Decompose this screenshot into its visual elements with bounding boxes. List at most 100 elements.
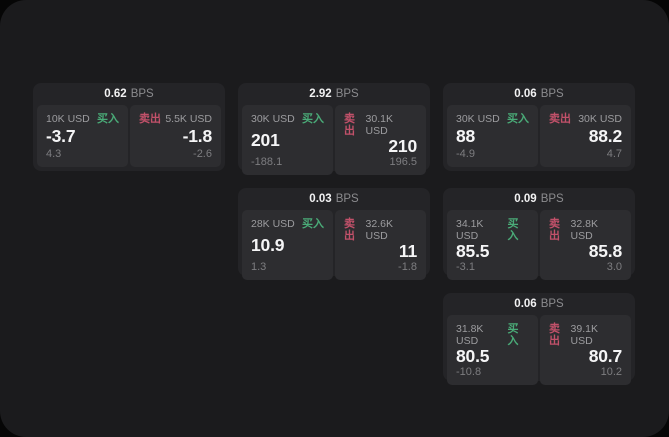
- sell-amount: 30K USD: [578, 113, 622, 125]
- sell-delta: 4.7: [606, 148, 622, 160]
- bps-unit-label: BPS: [130, 88, 154, 100]
- sell-panel-header: 卖出 30.1K USD: [344, 113, 417, 137]
- quote-card: 0.06 BPS 30K USD 买入 88 -4.9 卖出 30K USD: [443, 83, 635, 171]
- card-header: 0.62 BPS: [33, 83, 225, 105]
- sell-price: 88.2: [588, 126, 622, 146]
- sell-panel-header: 卖出 39.1K USD: [549, 323, 622, 347]
- sell-price: 85.8: [588, 241, 622, 261]
- sell-price: 80.7: [588, 346, 622, 366]
- sell-panel-header: 卖出 5.5K USD: [139, 113, 212, 125]
- sell-panel[interactable]: 卖出 30.1K USD 210 196.5: [335, 105, 426, 175]
- buy-sell-panels: 30K USD 买入 201 -188.1 卖出 30.1K USD 210 1…: [242, 105, 426, 175]
- buy-panel-header: 34.1K USD 买入: [456, 218, 529, 242]
- sell-panel[interactable]: 卖出 32.6K USD 11 -1.8: [335, 210, 426, 280]
- buy-panel[interactable]: 31.8K USD 买入 80.5 -10.8: [447, 315, 538, 385]
- buy-amount: 10K USD: [46, 113, 90, 125]
- buy-price: 10.9: [251, 235, 285, 255]
- sell-side-label: 卖出: [549, 113, 571, 125]
- buy-sell-panels: 28K USD 买入 10.9 1.3 卖出 32.6K USD 11 -1.8: [242, 210, 426, 280]
- sell-delta: 196.5: [389, 156, 417, 168]
- buy-panel-header: 31.8K USD 买入: [456, 323, 529, 347]
- buy-amount: 30K USD: [456, 113, 500, 125]
- quote-cards-grid: 0.62 BPS 10K USD 买入 -3.7 4.3 卖出 5.5K USD: [33, 83, 635, 385]
- buy-panel-header: 30K USD 买入: [251, 113, 324, 125]
- sell-price: 210: [388, 136, 417, 156]
- buy-delta: -10.8: [456, 366, 482, 378]
- sell-amount: 32.6K USD: [365, 218, 393, 242]
- buy-amount: 30K USD: [251, 113, 295, 125]
- buy-delta: -188.1: [251, 156, 283, 168]
- buy-delta: 1.3: [251, 261, 267, 273]
- sell-delta: -1.8: [398, 261, 417, 273]
- quote-card: 0.06 BPS 31.8K USD 买入 80.5 -10.8 卖出 39.1…: [443, 293, 635, 385]
- sell-amount: 39.1K USD: [570, 323, 598, 347]
- sell-panel[interactable]: 卖出 39.1K USD 80.7 10.2: [540, 315, 631, 385]
- buy-panel[interactable]: 30K USD 买入 201 -188.1: [242, 105, 333, 175]
- sell-panel-header: 卖出 30K USD: [549, 113, 622, 125]
- sell-side-label: 卖出: [344, 218, 355, 242]
- buy-side-label: 买入: [507, 113, 529, 125]
- card-header: 0.06 BPS: [443, 83, 635, 105]
- buy-sell-panels: 31.8K USD 买入 80.5 -10.8 卖出 39.1K USD 80.…: [447, 315, 631, 385]
- buy-panel[interactable]: 10K USD 买入 -3.7 4.3: [37, 105, 128, 167]
- buy-side-label: 买入: [97, 113, 119, 125]
- sell-side-label: 卖出: [139, 113, 161, 125]
- buy-price: 201: [251, 130, 280, 150]
- buy-price: 85.5: [456, 241, 490, 261]
- bps-unit-label: BPS: [540, 193, 564, 205]
- buy-panel-header: 10K USD 买入: [46, 113, 119, 125]
- buy-amount: 34.1K USD: [456, 218, 484, 242]
- sell-panel-header: 卖出 32.8K USD: [549, 218, 622, 242]
- bps-value: 0.06: [514, 298, 537, 310]
- sell-panel[interactable]: 卖出 5.5K USD -1.8 -2.6: [130, 105, 221, 167]
- sell-side-label: 卖出: [549, 323, 560, 347]
- buy-panel[interactable]: 34.1K USD 买入 85.5 -3.1: [447, 210, 538, 280]
- buy-side-label: 买入: [507, 218, 519, 242]
- sell-amount: 5.5K USD: [165, 113, 212, 125]
- quote-card: 0.62 BPS 10K USD 买入 -3.7 4.3 卖出 5.5K USD: [33, 83, 225, 171]
- buy-sell-panels: 30K USD 买入 88 -4.9 卖出 30K USD 88.2 4.7: [447, 105, 631, 167]
- sell-panel[interactable]: 卖出 30K USD 88.2 4.7: [540, 105, 631, 167]
- bps-value: 0.09: [514, 193, 537, 205]
- buy-side-label: 买入: [507, 323, 519, 347]
- buy-side-label: 买入: [302, 113, 324, 125]
- buy-sell-panels: 10K USD 买入 -3.7 4.3 卖出 5.5K USD -1.8 -2.…: [37, 105, 221, 167]
- bps-value: 2.92: [309, 88, 332, 100]
- buy-price: -3.7: [46, 126, 76, 146]
- buy-price: 88: [456, 126, 476, 146]
- card-header: 0.03 BPS: [238, 188, 430, 210]
- sell-amount: 32.8K USD: [570, 218, 598, 242]
- quote-card: 2.92 BPS 30K USD 买入 201 -188.1 卖出 30.1K …: [238, 83, 430, 175]
- buy-panel-header: 28K USD 买入: [251, 218, 324, 230]
- buy-sell-panels: 34.1K USD 买入 85.5 -3.1 卖出 32.8K USD 85.8…: [447, 210, 631, 280]
- bps-value: 0.03: [309, 193, 332, 205]
- bps-unit-label: BPS: [335, 193, 359, 205]
- buy-amount: 28K USD: [251, 218, 295, 230]
- sell-panel-header: 卖出 32.6K USD: [344, 218, 417, 242]
- sell-price: 11: [398, 241, 417, 261]
- bps-value: 0.06: [514, 88, 537, 100]
- sell-delta: -2.6: [193, 148, 212, 160]
- buy-panel[interactable]: 30K USD 买入 88 -4.9: [447, 105, 538, 167]
- bps-unit-label: BPS: [540, 298, 564, 310]
- sell-amount: 30.1K USD: [365, 113, 393, 137]
- buy-panel-header: 30K USD 买入: [456, 113, 529, 125]
- sell-side-label: 卖出: [344, 113, 355, 137]
- card-header: 0.06 BPS: [443, 293, 635, 315]
- bps-unit-label: BPS: [540, 88, 564, 100]
- buy-delta: -3.1: [456, 261, 475, 273]
- buy-delta: -4.9: [456, 148, 475, 160]
- sell-panel[interactable]: 卖出 32.8K USD 85.8 3.0: [540, 210, 631, 280]
- buy-amount: 31.8K USD: [456, 323, 484, 347]
- buy-delta: 4.3: [46, 148, 62, 160]
- buy-side-label: 买入: [302, 218, 324, 230]
- sell-delta: 3.0: [606, 261, 622, 273]
- card-header: 0.09 BPS: [443, 188, 635, 210]
- bps-unit-label: BPS: [335, 88, 359, 100]
- sell-side-label: 卖出: [549, 218, 560, 242]
- sell-delta: 10.2: [600, 366, 622, 378]
- buy-panel[interactable]: 28K USD 买入 10.9 1.3: [242, 210, 333, 280]
- bps-value: 0.62: [104, 88, 127, 100]
- quote-card: 0.03 BPS 28K USD 买入 10.9 1.3 卖出 32.6K US…: [238, 188, 430, 280]
